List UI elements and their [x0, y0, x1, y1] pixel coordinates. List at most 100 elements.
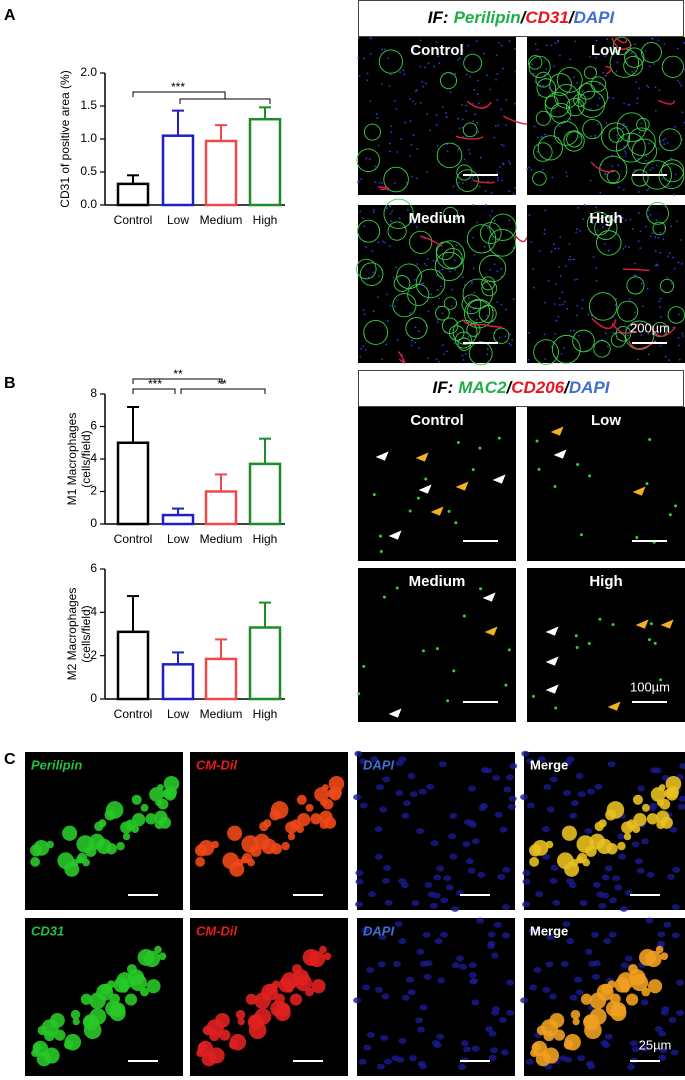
micrograph: [353, 750, 518, 912]
nucleus: [399, 71, 401, 74]
nucleus: [372, 208, 375, 211]
x-tick-label: Low: [167, 532, 189, 546]
adipocyte: [463, 53, 483, 73]
nucleus: [375, 784, 384, 791]
cell-blob: [157, 784, 164, 791]
x-tick-label: Medium: [200, 532, 243, 546]
nucleus: [489, 268, 492, 271]
nucleus: [604, 332, 607, 335]
nucleus: [374, 853, 383, 860]
y-tick-label: 2.0: [80, 65, 97, 79]
nucleus: [501, 932, 510, 939]
nucleus: [416, 1026, 425, 1033]
cell: [456, 440, 460, 444]
nucleus: [440, 931, 449, 938]
adipocyte: [563, 130, 585, 152]
adipocyte: [448, 325, 465, 341]
cell: [471, 468, 475, 472]
nucleus: [385, 343, 387, 346]
adipocyte: [533, 142, 553, 162]
nucleus: [360, 347, 363, 350]
nucleus: [387, 320, 389, 322]
adipocyte: [488, 228, 517, 257]
cell-blob: [237, 1017, 245, 1026]
nucleus: [677, 261, 680, 264]
nucleus: [400, 882, 409, 889]
nucleus: [528, 214, 531, 216]
cell-blob: [64, 1033, 82, 1051]
micrograph: [25, 918, 183, 1076]
arrowhead: [544, 683, 560, 695]
channel-label: CM-Dil: [196, 923, 238, 938]
cell-blob: [281, 841, 290, 851]
nucleus: [412, 222, 415, 224]
nucleus: [631, 841, 640, 848]
nucleus: [680, 84, 683, 87]
nucleus: [606, 38, 609, 40]
adipocyte: [355, 258, 377, 280]
nucleus: [367, 891, 376, 898]
nucleus: [657, 940, 666, 947]
nucleus: [635, 858, 644, 865]
nucleus: [682, 335, 685, 337]
adipocyte: [409, 230, 433, 254]
nucleus: [617, 164, 620, 167]
nucleus: [567, 258, 570, 261]
nucleus: [569, 258, 572, 261]
adipocyte: [641, 41, 662, 63]
nucleus: [500, 108, 503, 111]
nucleus: [496, 172, 499, 174]
nucleus: [384, 241, 386, 244]
nucleus: [528, 927, 537, 934]
adipocyte: [536, 78, 557, 98]
nucleus: [678, 358, 681, 361]
nucleus: [572, 258, 575, 261]
nucleus: [471, 178, 474, 180]
nucleus: [354, 750, 363, 757]
nucleus: [633, 274, 636, 277]
cell-blob: [623, 832, 632, 841]
micrograph: [526, 36, 685, 196]
adipocyte: [572, 329, 595, 353]
nucleus: [416, 827, 425, 834]
nucleus: [374, 165, 377, 168]
adipocyte: [624, 320, 655, 350]
panel-label: B: [4, 375, 16, 392]
image-bg: [527, 407, 685, 561]
adipocyte: [544, 92, 571, 118]
nucleus: [440, 897, 449, 904]
nucleus: [470, 281, 473, 284]
micrograph: [357, 568, 516, 722]
cell-blob: [322, 784, 329, 791]
nucleus: [419, 101, 422, 104]
arrowhead: [454, 480, 470, 492]
nucleus: [388, 85, 391, 88]
y-tick-label: 2: [90, 648, 97, 662]
nucleus: [649, 213, 652, 216]
cell-blob: [247, 858, 255, 867]
cell-blob: [329, 788, 342, 801]
cell-blob: [263, 819, 272, 828]
nucleus: [565, 265, 567, 267]
nucleus: [505, 124, 507, 126]
nucleus: [616, 136, 619, 139]
channel-label: CD31: [31, 923, 64, 938]
cell-blob: [154, 945, 162, 954]
nucleus: [477, 102, 480, 105]
nucleus: [448, 833, 457, 840]
nucleus: [491, 238, 494, 241]
nucleus: [544, 209, 547, 212]
nucleus: [667, 359, 670, 362]
nucleus: [472, 175, 475, 178]
nucleus: [443, 875, 452, 882]
nucleus: [576, 1055, 585, 1062]
nucleus: [369, 53, 372, 56]
x-tick-label: High: [253, 707, 278, 721]
adipocyte: [658, 163, 685, 190]
nucleus: [368, 158, 371, 161]
nucleus: [655, 109, 657, 112]
nucleus: [444, 112, 447, 114]
title-part: IF:: [428, 8, 449, 27]
title-part: /: [563, 378, 571, 397]
adipocyte: [456, 169, 479, 192]
